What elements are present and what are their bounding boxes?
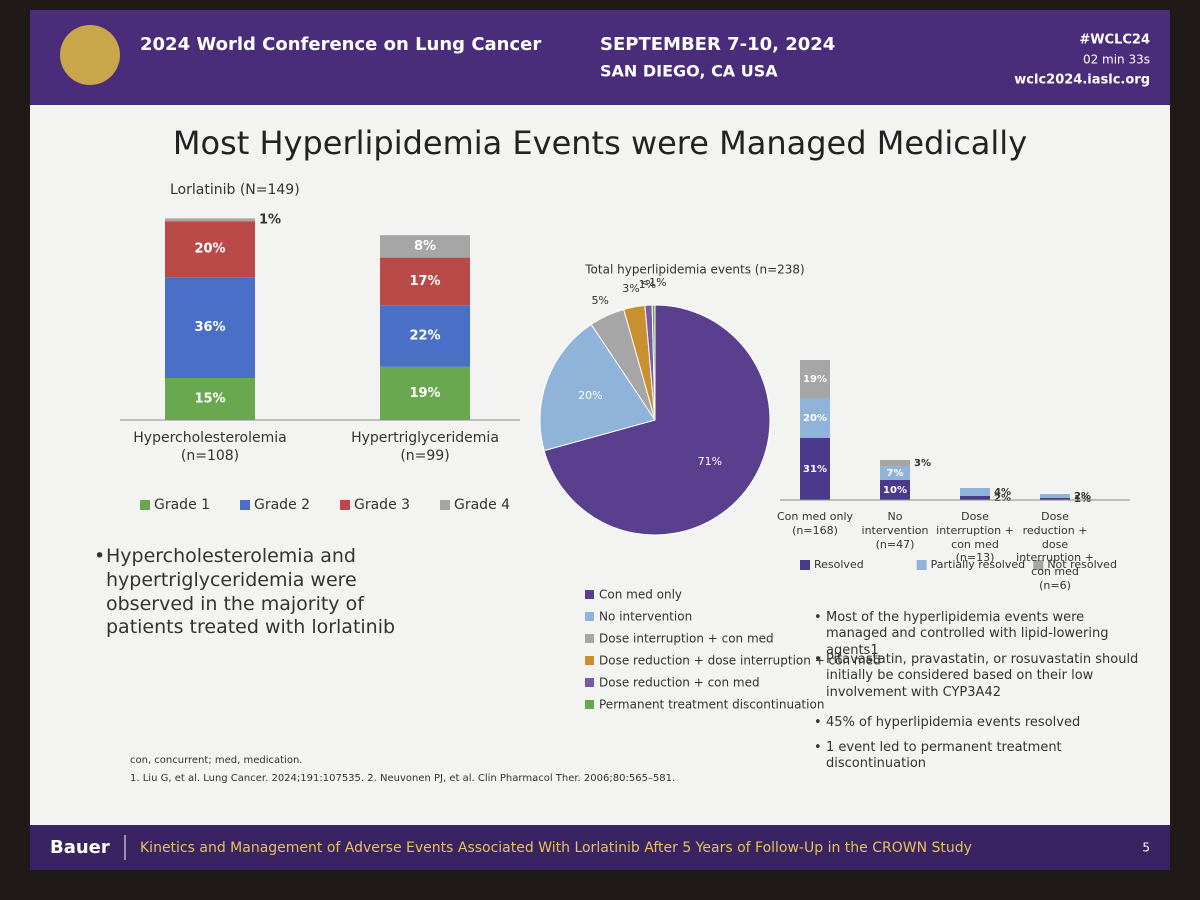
- right-bullet: 45% of hyperlipidemia events resolved: [810, 715, 1146, 731]
- bar-segment: [380, 235, 470, 258]
- right-bullet: Pitavastatin, pravastatin, or rosuvastat…: [810, 652, 1146, 701]
- value-label: 3%: [914, 458, 931, 469]
- legend-label: Grade 3: [354, 497, 410, 513]
- value-label: <1%: [640, 276, 667, 289]
- value-label: 2%: [1074, 491, 1091, 502]
- bar-segment: [380, 366, 470, 420]
- bar-segment: [380, 305, 470, 367]
- legend-label: Dose reduction + con med: [599, 676, 760, 690]
- legend-label: Grade 2: [254, 497, 310, 513]
- value-label: 8%: [414, 239, 436, 254]
- bar-segment: [880, 480, 910, 500]
- value-label: 36%: [194, 320, 225, 335]
- value-label: 4%: [994, 487, 1011, 498]
- legend-swatch: [440, 500, 450, 510]
- legend-label: No intervention: [599, 610, 692, 624]
- legend-swatch: [585, 590, 594, 599]
- legend-label: Permanent treatment discontinuation: [599, 698, 824, 712]
- bar-segment: [800, 398, 830, 438]
- legend-label: Grade 4: [454, 497, 510, 513]
- legend-swatch: [1033, 560, 1044, 570]
- value-label: 71%: [698, 455, 722, 468]
- bar-segment: [800, 438, 830, 500]
- value-label: 20%: [194, 242, 225, 257]
- footnote: 1. Liu G, et al. Lung Cancer. 2024;191:1…: [130, 773, 676, 784]
- left-bullet: Hypercholesterolemia and hypertriglyceri…: [90, 545, 436, 640]
- timer: 02 min 33s: [1083, 53, 1150, 67]
- bar-segment: [1040, 494, 1070, 498]
- right-bullet: 1 event led to permanent treatment disco…: [810, 740, 1146, 773]
- legend-label: Dose interruption + con med: [599, 632, 774, 646]
- legend-label: Con med only: [599, 588, 682, 602]
- category-label: Hypercholesterolemia (n=108): [133, 430, 287, 464]
- bar-segment: [880, 466, 910, 480]
- legend-swatch: [585, 678, 594, 687]
- value-label: 31%: [803, 464, 827, 475]
- value-label: 10%: [883, 485, 907, 496]
- slide-title: Most Hyperlipidemia Events were Managed …: [173, 124, 1027, 162]
- bar-segment: [165, 378, 255, 420]
- legend-swatch: [800, 560, 810, 570]
- value-label: 1%: [259, 212, 281, 227]
- legend-swatch: [585, 700, 594, 709]
- value-label: 22%: [409, 329, 440, 344]
- header-band: [30, 10, 1170, 105]
- category-label: Hypertriglyceridemia (n=99): [351, 430, 499, 464]
- footer-band: [30, 825, 1170, 870]
- page-number: 5: [1142, 841, 1150, 855]
- website: wclc2024.iaslc.org: [1014, 73, 1150, 88]
- value-label: 1%: [639, 278, 656, 291]
- hashtag: #WCLC24: [1079, 33, 1150, 48]
- study: Kinetics and Management of Adverse Event…: [140, 840, 972, 856]
- bar-segment: [165, 221, 255, 278]
- value-label: 2%: [994, 493, 1011, 504]
- conference: 2024 World Conference on Lung Cancer: [140, 34, 541, 55]
- chart-subtitle: Lorlatinib (N=149): [170, 182, 300, 198]
- bar-segment: [1040, 498, 1070, 500]
- legend-label: Not resolved: [1047, 558, 1117, 571]
- value-label: 3%: [622, 282, 639, 295]
- bar-segment: [165, 277, 255, 378]
- pie-slice: [539, 323, 656, 452]
- legend-label: Grade 1: [154, 497, 210, 513]
- dates: SEPTEMBER 7-10, 2024: [600, 34, 835, 55]
- location: SAN DIEGO, CA USA: [600, 62, 778, 81]
- bar-segment: [380, 257, 470, 306]
- value-label: 19%: [409, 386, 440, 401]
- category-label: No intervention (n=47): [861, 510, 929, 551]
- value-label: 5%: [591, 294, 608, 307]
- bar-segment: [960, 488, 990, 496]
- value-label: 20%: [578, 389, 602, 402]
- value-label: 20%: [803, 413, 827, 424]
- value-label: 15%: [194, 392, 225, 407]
- pie-slice: [651, 304, 656, 421]
- legend-swatch: [585, 634, 594, 643]
- footnote: con, concurrent; med, medication.: [130, 755, 303, 766]
- legend-swatch: [240, 500, 250, 510]
- legend-label: Resolved: [814, 558, 864, 571]
- legend-swatch: [585, 612, 594, 621]
- chart-title: Total hyperlipidemia events (n=238): [584, 263, 804, 277]
- value-label: 19%: [803, 374, 827, 385]
- bar-segment: [880, 460, 910, 466]
- pie-slice: [543, 304, 771, 536]
- presenter: Bauer: [50, 837, 110, 858]
- value-label: 17%: [409, 274, 440, 289]
- bar-segment: [165, 218, 255, 222]
- legend-swatch: [916, 560, 927, 570]
- legend-swatch: [140, 500, 150, 510]
- category-label: Dose reduction + dose interruption + con…: [1016, 510, 1094, 592]
- value-label: 7%: [887, 468, 904, 479]
- category-label: Con med only (n=168): [776, 510, 854, 537]
- legend-label: Partially resolved: [931, 558, 1025, 571]
- legend-swatch: [585, 656, 594, 665]
- category-label: Dose interruption + con med (n=13): [936, 510, 1014, 565]
- legend-swatch: [340, 500, 350, 510]
- logo: [60, 25, 120, 85]
- bar-segment: [960, 496, 990, 500]
- bar-segment: [800, 360, 830, 398]
